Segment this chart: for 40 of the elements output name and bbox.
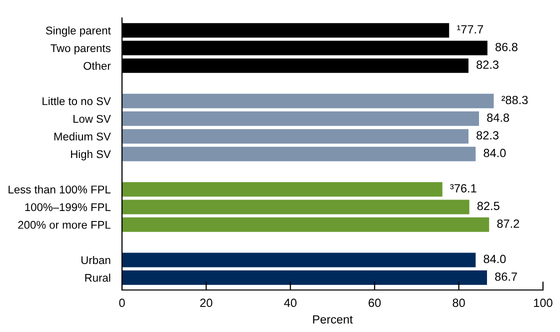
bar [122, 94, 494, 108]
bar [122, 252, 476, 268]
x-tick-label: 80 [452, 298, 465, 308]
data-label: ¹77.7 [457, 25, 484, 34]
bar [122, 146, 476, 162]
y-tick-label: Medium SV [54, 132, 111, 140]
bar [122, 129, 468, 144]
x-tick-label: 40 [284, 298, 297, 308]
y-tick-label: Two parents [50, 44, 110, 54]
y-tick-label: Low SV [74, 114, 111, 123]
y-tick-label: Rural [85, 274, 110, 282]
bar [122, 200, 470, 214]
y-tick-label: Single parent [46, 26, 111, 37]
data-label: 84.0 [484, 254, 506, 264]
data-label: ³76.1 [450, 184, 476, 192]
y-tick-label: High SV [71, 150, 111, 160]
bar [122, 270, 488, 285]
y-tick-label: Urban [81, 256, 110, 264]
data-label: 86.7 [495, 272, 517, 281]
y-tick-label: Other [84, 62, 111, 70]
data-label: 82.5 [477, 202, 500, 210]
bar [122, 111, 480, 126]
y-tick-label: Little to no SV [42, 96, 111, 106]
bar [122, 182, 442, 197]
x-tick-label: 20 [200, 298, 212, 308]
x-tick-label: 0 [119, 298, 125, 308]
data-label: ²88.3 [502, 96, 528, 104]
data-label: 84.0 [484, 148, 506, 158]
data-label: 87.2 [497, 219, 520, 228]
y-tick-label: 100%–199% FPL [25, 203, 111, 212]
data-label: 86.8 [496, 42, 518, 52]
x-tick-label: 100 [534, 298, 552, 308]
y-tick-label: 200% or more FPL [18, 220, 111, 229]
data-label: 84.8 [487, 113, 510, 122]
x-tick-label: 60 [368, 298, 381, 308]
y-tick-label: Less than 100% FPL [8, 185, 111, 194]
x-axis-title: Percent [313, 315, 353, 324]
bar [122, 217, 490, 232]
data-label: 82.3 [476, 131, 499, 140]
data-label: 82.3 [476, 60, 499, 69]
